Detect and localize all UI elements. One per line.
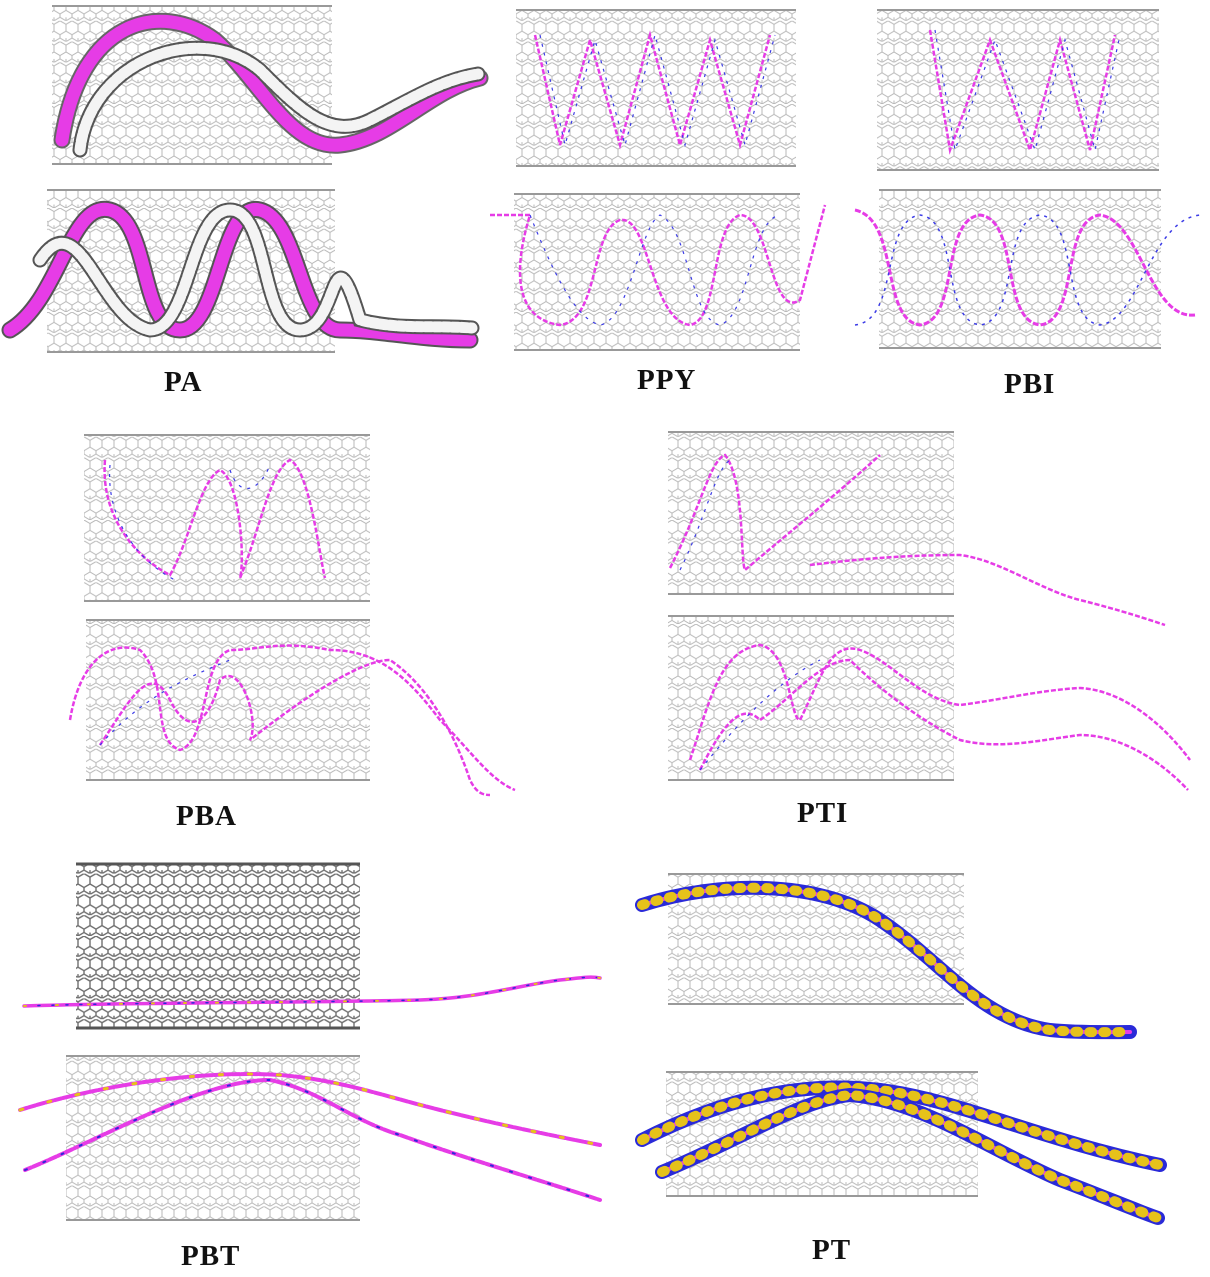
nanotube-pbt-bottom: [66, 1055, 360, 1221]
panel-ppy: [490, 9, 827, 351]
polymer-pt-top: [635, 880, 1137, 1040]
polymer-pbt-top: [22, 975, 602, 1008]
polymer-ppy-top: [533, 30, 776, 150]
nanotube-pba-bottom: [86, 619, 370, 781]
polymer-pba-top: [103, 458, 327, 581]
label-pbt: PBT: [181, 1240, 241, 1272]
panel-pbi: [854, 9, 1201, 349]
polymer-pbi-top: [928, 29, 1121, 155]
label-pt: PT: [812, 1234, 852, 1266]
polymer-pti-bottom: [688, 643, 1191, 791]
nanotube-pti-top: [668, 431, 954, 595]
polymer-pbt-bottom: [18, 1072, 602, 1202]
nanotube-pbi-bottom: [879, 189, 1161, 349]
polymer-pba-bottom: [68, 644, 516, 797]
polymer-pa-top: [53, 12, 489, 158]
nanotube-ppy-bottom: [514, 193, 800, 351]
polymer-pti-top: [668, 453, 1166, 627]
panel-pti: [668, 431, 1191, 791]
polymer-pa-bottom: [1, 200, 480, 349]
panel-pa: [1, 5, 489, 353]
label-pba: PBA: [176, 800, 237, 832]
label-pbi: PBI: [1004, 368, 1056, 400]
panel-pt: [635, 873, 1167, 1225]
label-pti: PTI: [797, 797, 849, 829]
panel-pbt: [18, 862, 602, 1221]
nanotube-pba-top: [84, 434, 370, 602]
polymer-pbi-bottom: [854, 208, 1201, 327]
label-pa: PA: [164, 366, 203, 398]
polymer-pt-bottom: [635, 1080, 1167, 1225]
panel-pba: [68, 434, 516, 797]
polymer-ppy-bottom: [490, 204, 827, 327]
nanotube-ppy-top: [516, 9, 796, 167]
nanotube-pbi-top: [877, 9, 1159, 171]
label-ppy: PPY: [637, 364, 697, 396]
